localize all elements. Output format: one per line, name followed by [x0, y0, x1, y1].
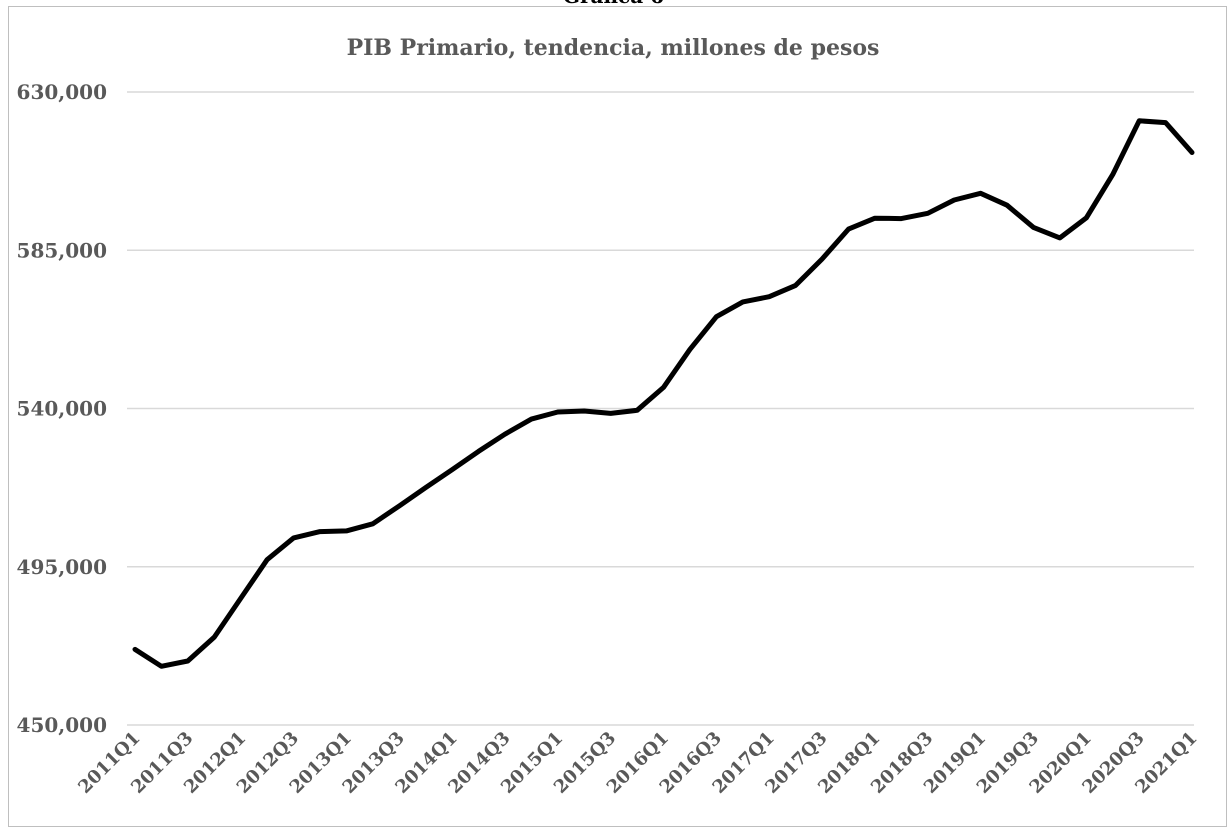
y-tick-label: 630,000: [17, 80, 107, 104]
gridlines: [127, 91, 1194, 726]
series-line: [132, 118, 1195, 669]
chart-title: PIB Primario, tendencia, millones de pes…: [347, 35, 880, 61]
y-axis-ticks: 450,000 495,000 540,000 585,000 630,000: [17, 80, 107, 737]
y-tick-label: 450,000: [17, 713, 107, 737]
y-tick-label: 540,000: [17, 397, 107, 421]
chart-frame: PIB Primario, tendencia, millones de pes…: [8, 6, 1227, 827]
y-tick-label: 495,000: [17, 555, 107, 579]
series-layer: [132, 118, 1195, 669]
line-chart: PIB Primario, tendencia, millones de pes…: [17, 35, 1202, 798]
x-axis-ticks: 2011Q12011Q32012Q12012Q32013Q12013Q32014…: [74, 728, 1201, 798]
y-tick-label: 585,000: [17, 238, 107, 262]
figure-caption: Gráfica 6: [0, 0, 1227, 8]
